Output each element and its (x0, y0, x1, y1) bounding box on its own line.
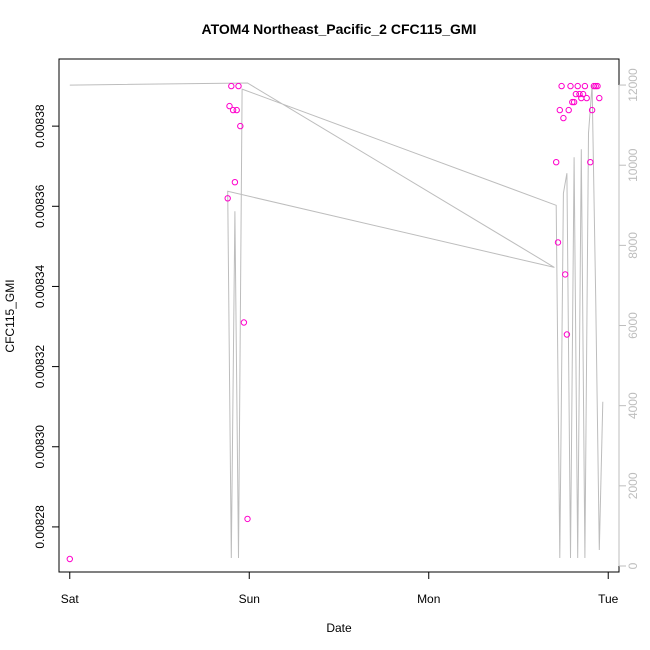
y-tick-label: 0.00836 (33, 184, 47, 228)
y-axis: 0.00828 0.00830 0.00832 0.00834 0.00836 0.008… (33, 104, 60, 549)
x-tick-label: Mon (417, 592, 440, 606)
plot-frame (58, 58, 620, 573)
data-point (240, 319, 248, 326)
right-tick-label: 2000 (626, 472, 640, 499)
data-point (590, 82, 598, 90)
right-tick-label: 4000 (626, 392, 640, 419)
data-point (244, 515, 251, 523)
y-tick-label: 0.00834 (33, 264, 47, 308)
data-point (229, 106, 237, 114)
right-tick-label: 0 (626, 562, 640, 569)
data-point (237, 122, 244, 130)
x-tick-label: Sun (239, 592, 260, 606)
right-tick-label: 6000 (626, 312, 640, 339)
data-point (556, 106, 563, 114)
data-point (235, 82, 242, 90)
grey-series-line (69, 82, 604, 559)
x-tick-label: Sat (61, 592, 80, 606)
data-point (567, 82, 574, 90)
data-point (572, 90, 580, 98)
right-axis: 0 2000 4000 6000 8000 10000 12000 (618, 68, 640, 569)
chart-title: ATOM4 Northeast_Pacific_2 CFC115_GMI (202, 21, 477, 37)
data-point (228, 82, 235, 90)
data-point (562, 271, 569, 278)
data-point (554, 239, 562, 246)
x-axis: Sat Sun Mon Tue (61, 571, 619, 606)
right-tick-label: 8000 (626, 232, 640, 259)
y-tick-label: 0.00838 (33, 104, 47, 148)
data-point (588, 106, 596, 114)
right-tick-label: 12000 (626, 68, 640, 102)
x-axis-label: Date (326, 621, 352, 635)
data-point (576, 90, 583, 98)
data-point (565, 106, 572, 114)
data-point (558, 82, 565, 90)
data-point (233, 106, 240, 114)
data-point (574, 82, 581, 90)
data-point (560, 114, 567, 122)
x-tick-label: Tue (598, 592, 619, 606)
data-point (553, 159, 560, 166)
data-point (563, 331, 571, 338)
y-tick-label: 0.00828 (33, 505, 47, 549)
data-point (569, 98, 576, 106)
data-point (592, 82, 599, 90)
y-axis-label: CFC115_GMI (3, 279, 17, 352)
data-point (596, 94, 603, 102)
right-tick-label: 10000 (626, 148, 640, 182)
y-tick-label: 0.00830 (33, 425, 47, 469)
data-point (594, 82, 601, 90)
data-point (583, 94, 590, 102)
data-point (231, 179, 239, 186)
data-point (66, 555, 74, 563)
data-point (224, 195, 231, 202)
data-point (579, 90, 587, 98)
data-point (226, 102, 233, 110)
data-point (581, 82, 589, 90)
magenta-point-series (66, 82, 603, 563)
data-point (587, 159, 594, 166)
data-point (570, 98, 578, 106)
grey-line-series (69, 82, 604, 559)
y-tick-label: 0.00832 (33, 345, 47, 389)
